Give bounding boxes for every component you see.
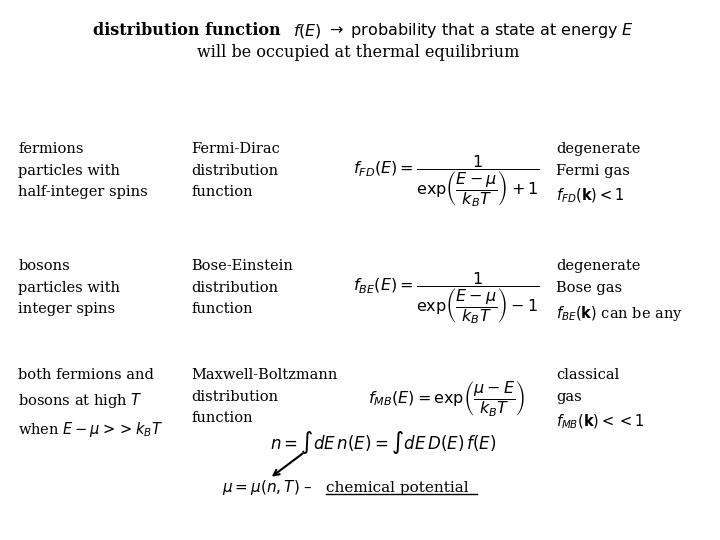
Text: both fermions and
bosons at high $T$
when $E-\mu >> k_B T$: both fermions and bosons at high $T$ whe… — [18, 368, 163, 438]
Text: will be occupied at thermal equilibrium: will be occupied at thermal equilibrium — [197, 44, 519, 60]
Text: Bose-Einstein
distribution
function: Bose-Einstein distribution function — [192, 259, 294, 316]
Text: $\rightarrow$ probability that a state at energy $E$: $\rightarrow$ probability that a state a… — [326, 21, 634, 40]
Text: bosons
particles with
integer spins: bosons particles with integer spins — [18, 259, 120, 316]
Text: $f_{BE}(E) = \dfrac{1}{\exp\!\left(\dfrac{E-\mu}{k_B T}\right)-1}$: $f_{BE}(E) = \dfrac{1}{\exp\!\left(\dfra… — [353, 270, 539, 326]
Text: $f_{MB}(E) = \exp\!\left(\dfrac{\mu-E}{k_B T}\right)$: $f_{MB}(E) = \exp\!\left(\dfrac{\mu-E}{k… — [368, 379, 525, 418]
Text: fermions
particles with
half-integer spins: fermions particles with half-integer spi… — [18, 143, 148, 199]
Text: $n = \int dE\,n(E) = \int dE\,D(E)\,f(E)$: $n = \int dE\,n(E) = \int dE\,D(E)\,f(E)… — [269, 429, 496, 456]
Text: distribution function: distribution function — [93, 22, 280, 39]
Text: degenerate
Fermi gas
$f_{FD}(\mathbf{k}) < 1$: degenerate Fermi gas $f_{FD}(\mathbf{k})… — [556, 143, 640, 205]
Text: chemical potential: chemical potential — [326, 481, 469, 495]
Text: Maxwell-Boltzmann
distribution
function: Maxwell-Boltzmann distribution function — [192, 368, 338, 424]
Text: classical
gas
$f_{MB}(\mathbf{k}) << 1$: classical gas $f_{MB}(\mathbf{k}) << 1$ — [556, 368, 644, 431]
Text: $\mu = \mu(n,T)$ –: $\mu = \mu(n,T)$ – — [222, 478, 314, 497]
Text: $f_{FD}(E) = \dfrac{1}{\exp\!\left(\dfrac{E-\mu}{k_B T}\right)+1}$: $f_{FD}(E) = \dfrac{1}{\exp\!\left(\dfra… — [353, 153, 540, 209]
Text: $f(E)$: $f(E)$ — [293, 22, 322, 40]
Text: degenerate
Bose gas
$f_{BE}(\mathbf{k})$ can be any: degenerate Bose gas $f_{BE}(\mathbf{k})$… — [556, 259, 683, 322]
Text: Fermi-Dirac
distribution
function: Fermi-Dirac distribution function — [192, 143, 281, 199]
